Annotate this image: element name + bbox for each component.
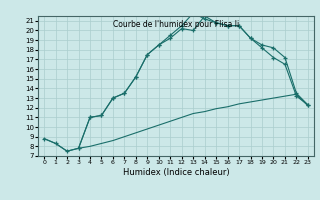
- Text: Courbe de l'humidex pour Flisa Ii: Courbe de l'humidex pour Flisa Ii: [113, 20, 239, 29]
- X-axis label: Humidex (Indice chaleur): Humidex (Indice chaleur): [123, 168, 229, 177]
